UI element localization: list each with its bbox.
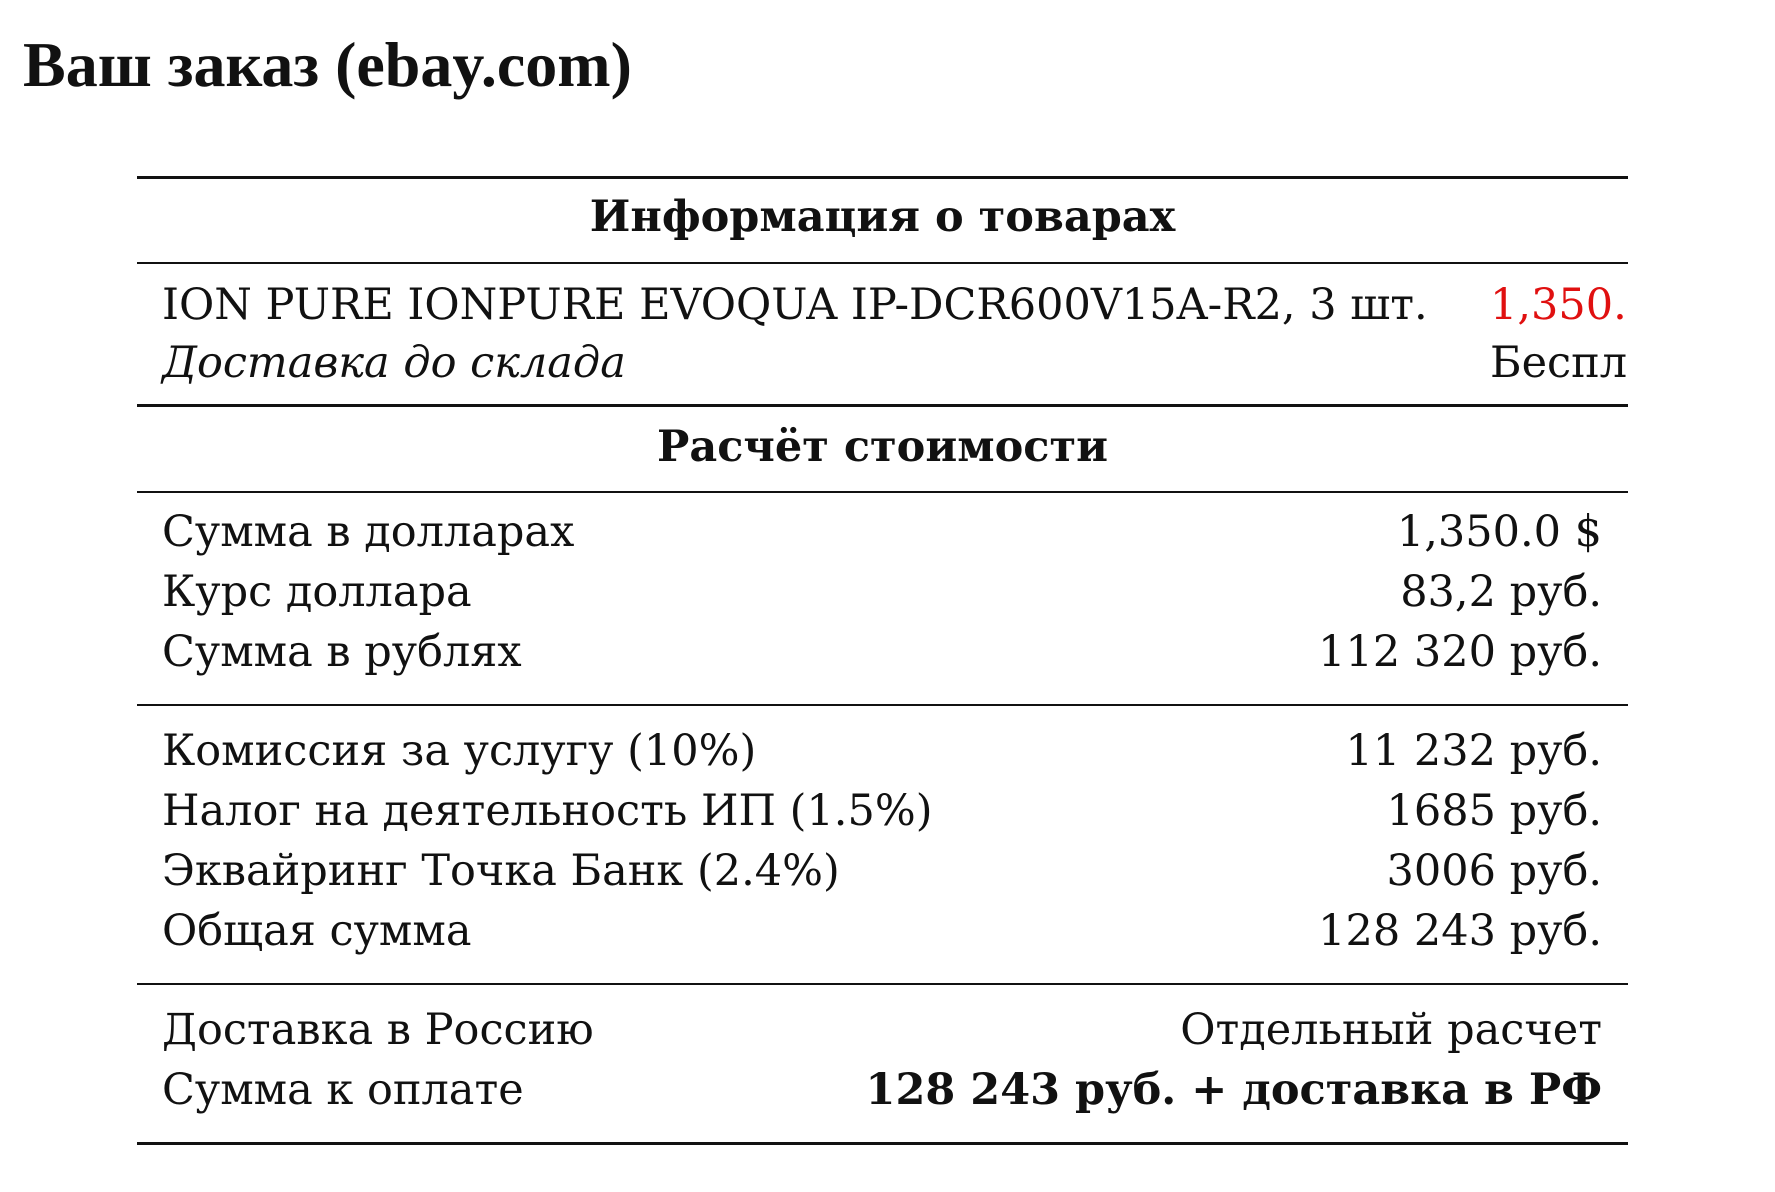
order-table: Информация о товарах ION PURE IONPURE EV…	[137, 0, 1628, 1192]
row-label: Комиссия за услугу (10%)	[162, 726, 757, 776]
row-value: 112 320 руб.	[1318, 627, 1602, 677]
row-value: 1,350.0 $	[1396, 507, 1602, 557]
rule	[137, 1142, 1628, 1145]
section-heading: Информация о товарах	[589, 192, 1176, 242]
rule	[137, 262, 1628, 264]
rule	[137, 176, 1628, 179]
product-price: 1,350.0 $	[1490, 280, 1628, 330]
row-value: 1685 руб.	[1386, 786, 1602, 836]
row-label: Сумма в долларах	[162, 507, 575, 557]
rule	[137, 704, 1628, 706]
row-label: Сумма в рублях	[162, 627, 522, 677]
row-label: Общая сумма	[162, 906, 472, 956]
row-label: Сумма к оплате	[162, 1065, 524, 1115]
row-label: Доставка в Россию	[162, 1005, 594, 1055]
row-value: 83,2 руб.	[1400, 567, 1602, 617]
row-value: 128 243 руб.	[1318, 906, 1602, 956]
row-value: 3006 руб.	[1386, 846, 1602, 896]
section-heading: Расчёт стоимости	[657, 422, 1108, 472]
row-label: Курс доллара	[162, 567, 472, 617]
rule	[137, 983, 1628, 985]
rule	[137, 404, 1628, 407]
row-label: Эквайринг Точка Банк (2.4%)	[162, 846, 840, 896]
product-name: ION PURE IONPURE EVOQUA IP-DCR600V15A-R2…	[162, 280, 1428, 330]
rule	[137, 491, 1628, 493]
delivery-label: Доставка до склада	[162, 338, 626, 388]
page-title: Ваш заказ (ebay.com)	[23, 29, 632, 100]
delivery-value: Бесплатно	[1490, 338, 1628, 388]
row-value: 128 243 руб. + доставка в РФ	[865, 1065, 1602, 1115]
row-value: 11 232 руб.	[1345, 726, 1602, 776]
row-value: Отдельный расчет	[1180, 1005, 1602, 1055]
row-label: Налог на деятельность ИП (1.5%)	[162, 786, 933, 836]
